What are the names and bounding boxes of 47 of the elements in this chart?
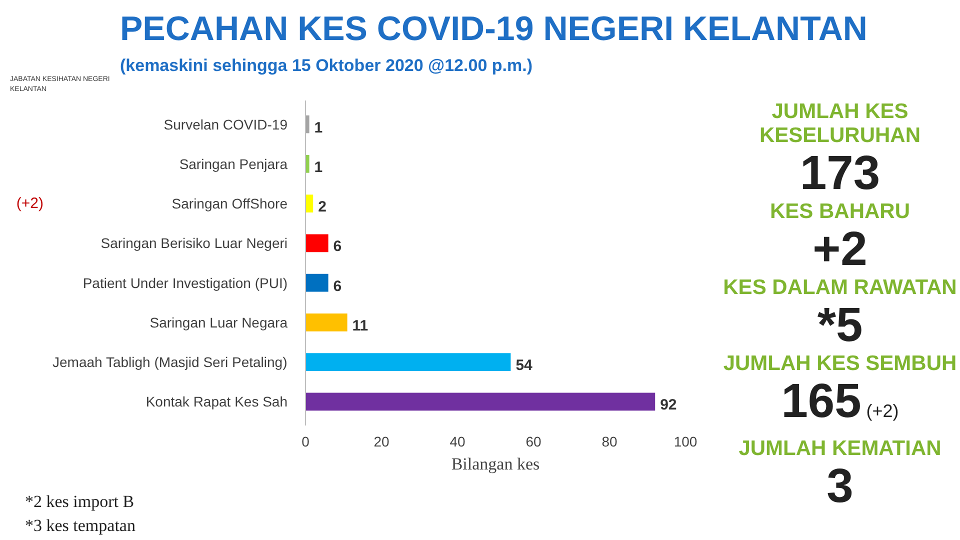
y-tick-label: Saringan Luar Negara bbox=[150, 314, 288, 330]
x-tick-label: 60 bbox=[526, 434, 542, 450]
bar bbox=[306, 274, 328, 292]
data-label: 11 bbox=[352, 317, 368, 334]
y-tick-label: Saringan OffShore bbox=[172, 196, 288, 212]
y-tick-label: Survelan COVID-19 bbox=[164, 116, 288, 132]
x-tick-label: 100 bbox=[674, 434, 698, 450]
x-tick-label: 20 bbox=[374, 434, 390, 450]
category-label: JUMLAH KES KESELURUHAN bbox=[758, 100, 922, 148]
x-tick-label: 40 bbox=[450, 434, 466, 450]
text: *3 kes tempatan bbox=[25, 515, 136, 538]
bar bbox=[306, 392, 656, 411]
bar bbox=[306, 234, 328, 252]
y-tick-label: Saringan Berisiko Luar Negeri bbox=[100, 235, 288, 252]
data-label: *5 bbox=[816, 299, 864, 352]
bar bbox=[306, 115, 310, 134]
category-label: KES DALAM RAWATAN bbox=[722, 276, 958, 300]
data-label: 1 bbox=[314, 119, 323, 136]
x-tick-label: 80 bbox=[602, 434, 618, 450]
data-label: 6 bbox=[333, 238, 342, 256]
bar bbox=[306, 194, 314, 212]
y-tick-label: Kontak Rapat Kes Sah bbox=[146, 394, 288, 410]
x-tick-label: 0 bbox=[302, 434, 310, 450]
y-tick-label: Jemaah Tabligh (Masjid Seri Petaling) bbox=[52, 354, 288, 370]
text: (+2) bbox=[16, 195, 44, 212]
data-label: 6 bbox=[333, 278, 342, 295]
data-label: 1 bbox=[314, 158, 323, 176]
data-label: 92 bbox=[660, 396, 677, 414]
data-label: 173 bbox=[798, 147, 882, 200]
category-label: JUMLAH KES SEMBUH bbox=[722, 352, 958, 376]
data-label: 54 bbox=[516, 357, 534, 374]
category-label: JUMLAH KEMATIAN bbox=[738, 437, 942, 461]
bar bbox=[306, 314, 348, 332]
data-label: 3 bbox=[826, 460, 854, 513]
y-tick-label: Saringan Penjara bbox=[179, 156, 288, 172]
text: *2 kes import B bbox=[25, 491, 136, 513]
x-axis-title: Bilangan kes bbox=[451, 454, 540, 474]
data-label: 165 bbox=[781, 375, 862, 428]
category-label: KES BAHARU bbox=[768, 200, 911, 224]
data-label: +2 bbox=[812, 223, 868, 276]
bar bbox=[306, 353, 511, 372]
chart-title: PECAHAN KES COVID-19 NEGERI KELANTAN bbox=[120, 9, 868, 50]
y-tick-label: Patient Under Investigation (PUI) bbox=[82, 274, 288, 291]
bar bbox=[306, 154, 310, 173]
data-label: 2 bbox=[318, 198, 326, 216]
chart-subtitle: (kemaskini sehingga 15 Oktober 2020 @12.00 p.m.) bbox=[120, 54, 534, 77]
text: (+2) bbox=[866, 401, 899, 421]
